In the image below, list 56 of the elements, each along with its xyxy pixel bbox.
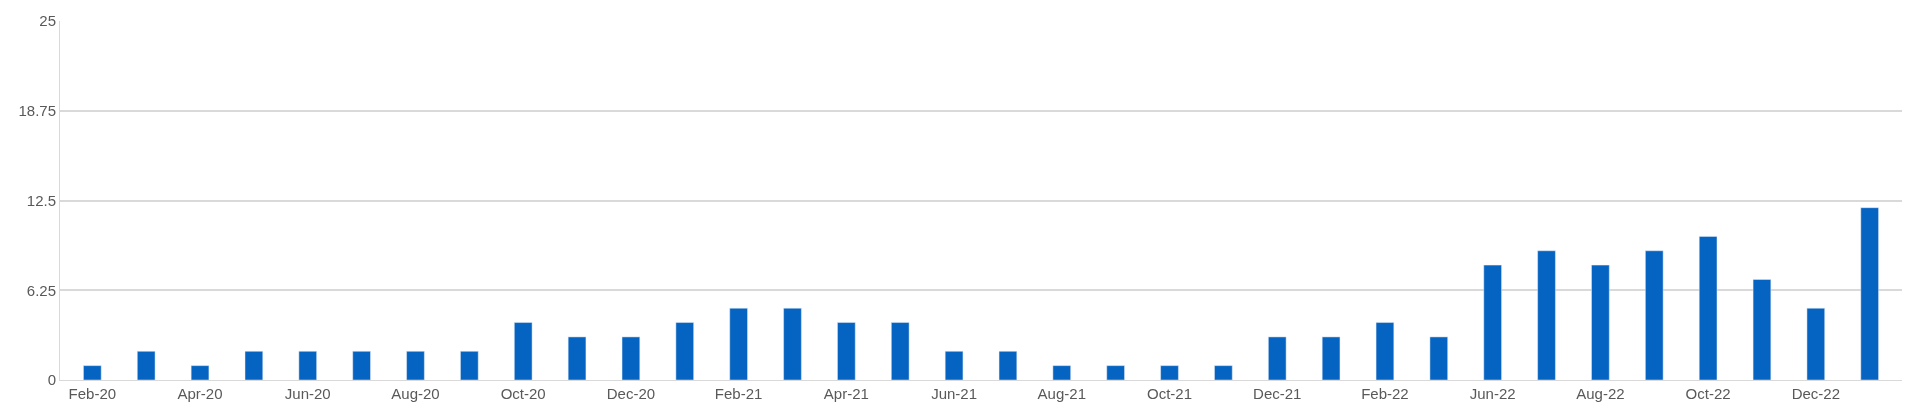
- bar: [837, 322, 856, 380]
- bar: [514, 322, 533, 380]
- bar: [1752, 279, 1772, 380]
- x-tick-label: Oct-22: [1685, 385, 1731, 402]
- bar: [567, 336, 587, 380]
- x-tick-label: Dec-21: [1253, 385, 1302, 402]
- bar: [729, 307, 748, 380]
- x-tick-label: Jun-21: [931, 385, 978, 402]
- bar: [1106, 365, 1125, 380]
- bar: [137, 351, 156, 380]
- y-tick-label: 12.5: [26, 191, 56, 209]
- bar: [675, 322, 694, 380]
- x-tick-label: Aug-22: [1576, 385, 1625, 402]
- bar: [1806, 307, 1825, 380]
- bar: [998, 351, 1018, 380]
- bar: [460, 351, 479, 380]
- x-tick-label: Aug-20: [391, 385, 440, 402]
- x-tick-label: Oct-21: [1147, 385, 1193, 402]
- bar: [1052, 365, 1071, 380]
- bar: [83, 365, 102, 380]
- y-tick-label: 6.25: [26, 281, 56, 299]
- bar: [1429, 336, 1448, 380]
- bar: [783, 307, 802, 380]
- bar: [190, 365, 210, 380]
- y-tick-label: 25: [39, 12, 56, 30]
- y-tick-label: 0: [47, 371, 56, 389]
- bar: [944, 351, 964, 380]
- bar: [891, 322, 910, 380]
- x-tick-label: Feb-22: [1361, 385, 1409, 402]
- bar: [406, 351, 425, 380]
- bar: [1268, 336, 1287, 380]
- bar: [1860, 207, 1879, 380]
- bar: [1591, 264, 1610, 380]
- bar: [1160, 365, 1179, 380]
- bar: [621, 336, 641, 380]
- bar: [1321, 336, 1341, 380]
- bar: [352, 351, 371, 380]
- bar: [1483, 264, 1502, 380]
- x-tick-label: Feb-21: [714, 385, 763, 402]
- bar: [1698, 236, 1718, 380]
- x-tick-label: Jun-22: [1469, 385, 1516, 402]
- y-tick-label: 18.75: [18, 102, 56, 119]
- x-tick-label: Dec-20: [606, 385, 656, 402]
- bar: [1375, 322, 1395, 380]
- x-tick-label: Dec-22: [1791, 385, 1840, 402]
- x-tick-label: Feb-20: [68, 385, 117, 402]
- bar: [298, 351, 317, 380]
- bar: [1214, 365, 1233, 380]
- x-tick-label: Apr-20: [177, 385, 223, 402]
- bar: [244, 351, 264, 380]
- x-tick-label: Oct-20: [500, 385, 546, 402]
- bar: [1645, 250, 1664, 380]
- x-tick-label: Aug-21: [1037, 385, 1086, 402]
- x-tick-label: Apr-21: [823, 385, 869, 402]
- bar: [1537, 250, 1556, 380]
- x-tick-label: Jun-20: [284, 385, 331, 402]
